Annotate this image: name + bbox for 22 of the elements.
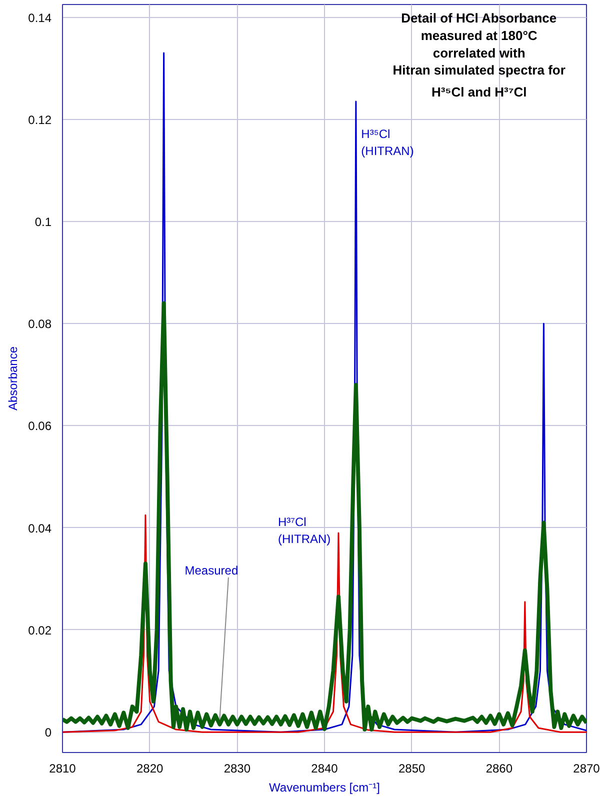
x-tick-label: 2840 [311, 762, 338, 776]
y-tick-label: 0.06 [28, 419, 52, 434]
annotation: H³⁵Cl (HITRAN) [361, 127, 414, 158]
x-tick-label: 2820 [136, 762, 164, 776]
y-tick-label: 0.04 [28, 521, 52, 536]
annotation: H³⁷Cl (HITRAN) [278, 515, 331, 546]
x-tick-label: 2830 [224, 762, 251, 776]
line-series [62, 301, 586, 732]
annotation: Measured [184, 564, 238, 578]
x-tick-label: 2870 [573, 762, 600, 776]
x-tick-label: 2810 [49, 762, 76, 776]
y-axis-title: Absorbance [6, 346, 20, 411]
y-tick-label: 0.12 [28, 112, 52, 127]
y-tick-label: 0.08 [28, 317, 52, 332]
y-tick-label: 0.1 [34, 214, 52, 229]
y-tick-label: 0 [44, 726, 52, 740]
x-tick-label: 2860 [486, 762, 513, 776]
x-tick-label: 2850 [398, 762, 426, 776]
text: Detail of HCl Absorbance measured at 180°C correlated with Hitran simulated spectra for H³⁵Cl and H³⁷Cl [392, 10, 566, 100]
y-tick-label: 0.02 [28, 623, 52, 638]
x-axis-title: Wavenumbers [cm⁻¹] [269, 780, 380, 794]
y-tick-label: 0.14 [28, 10, 52, 25]
